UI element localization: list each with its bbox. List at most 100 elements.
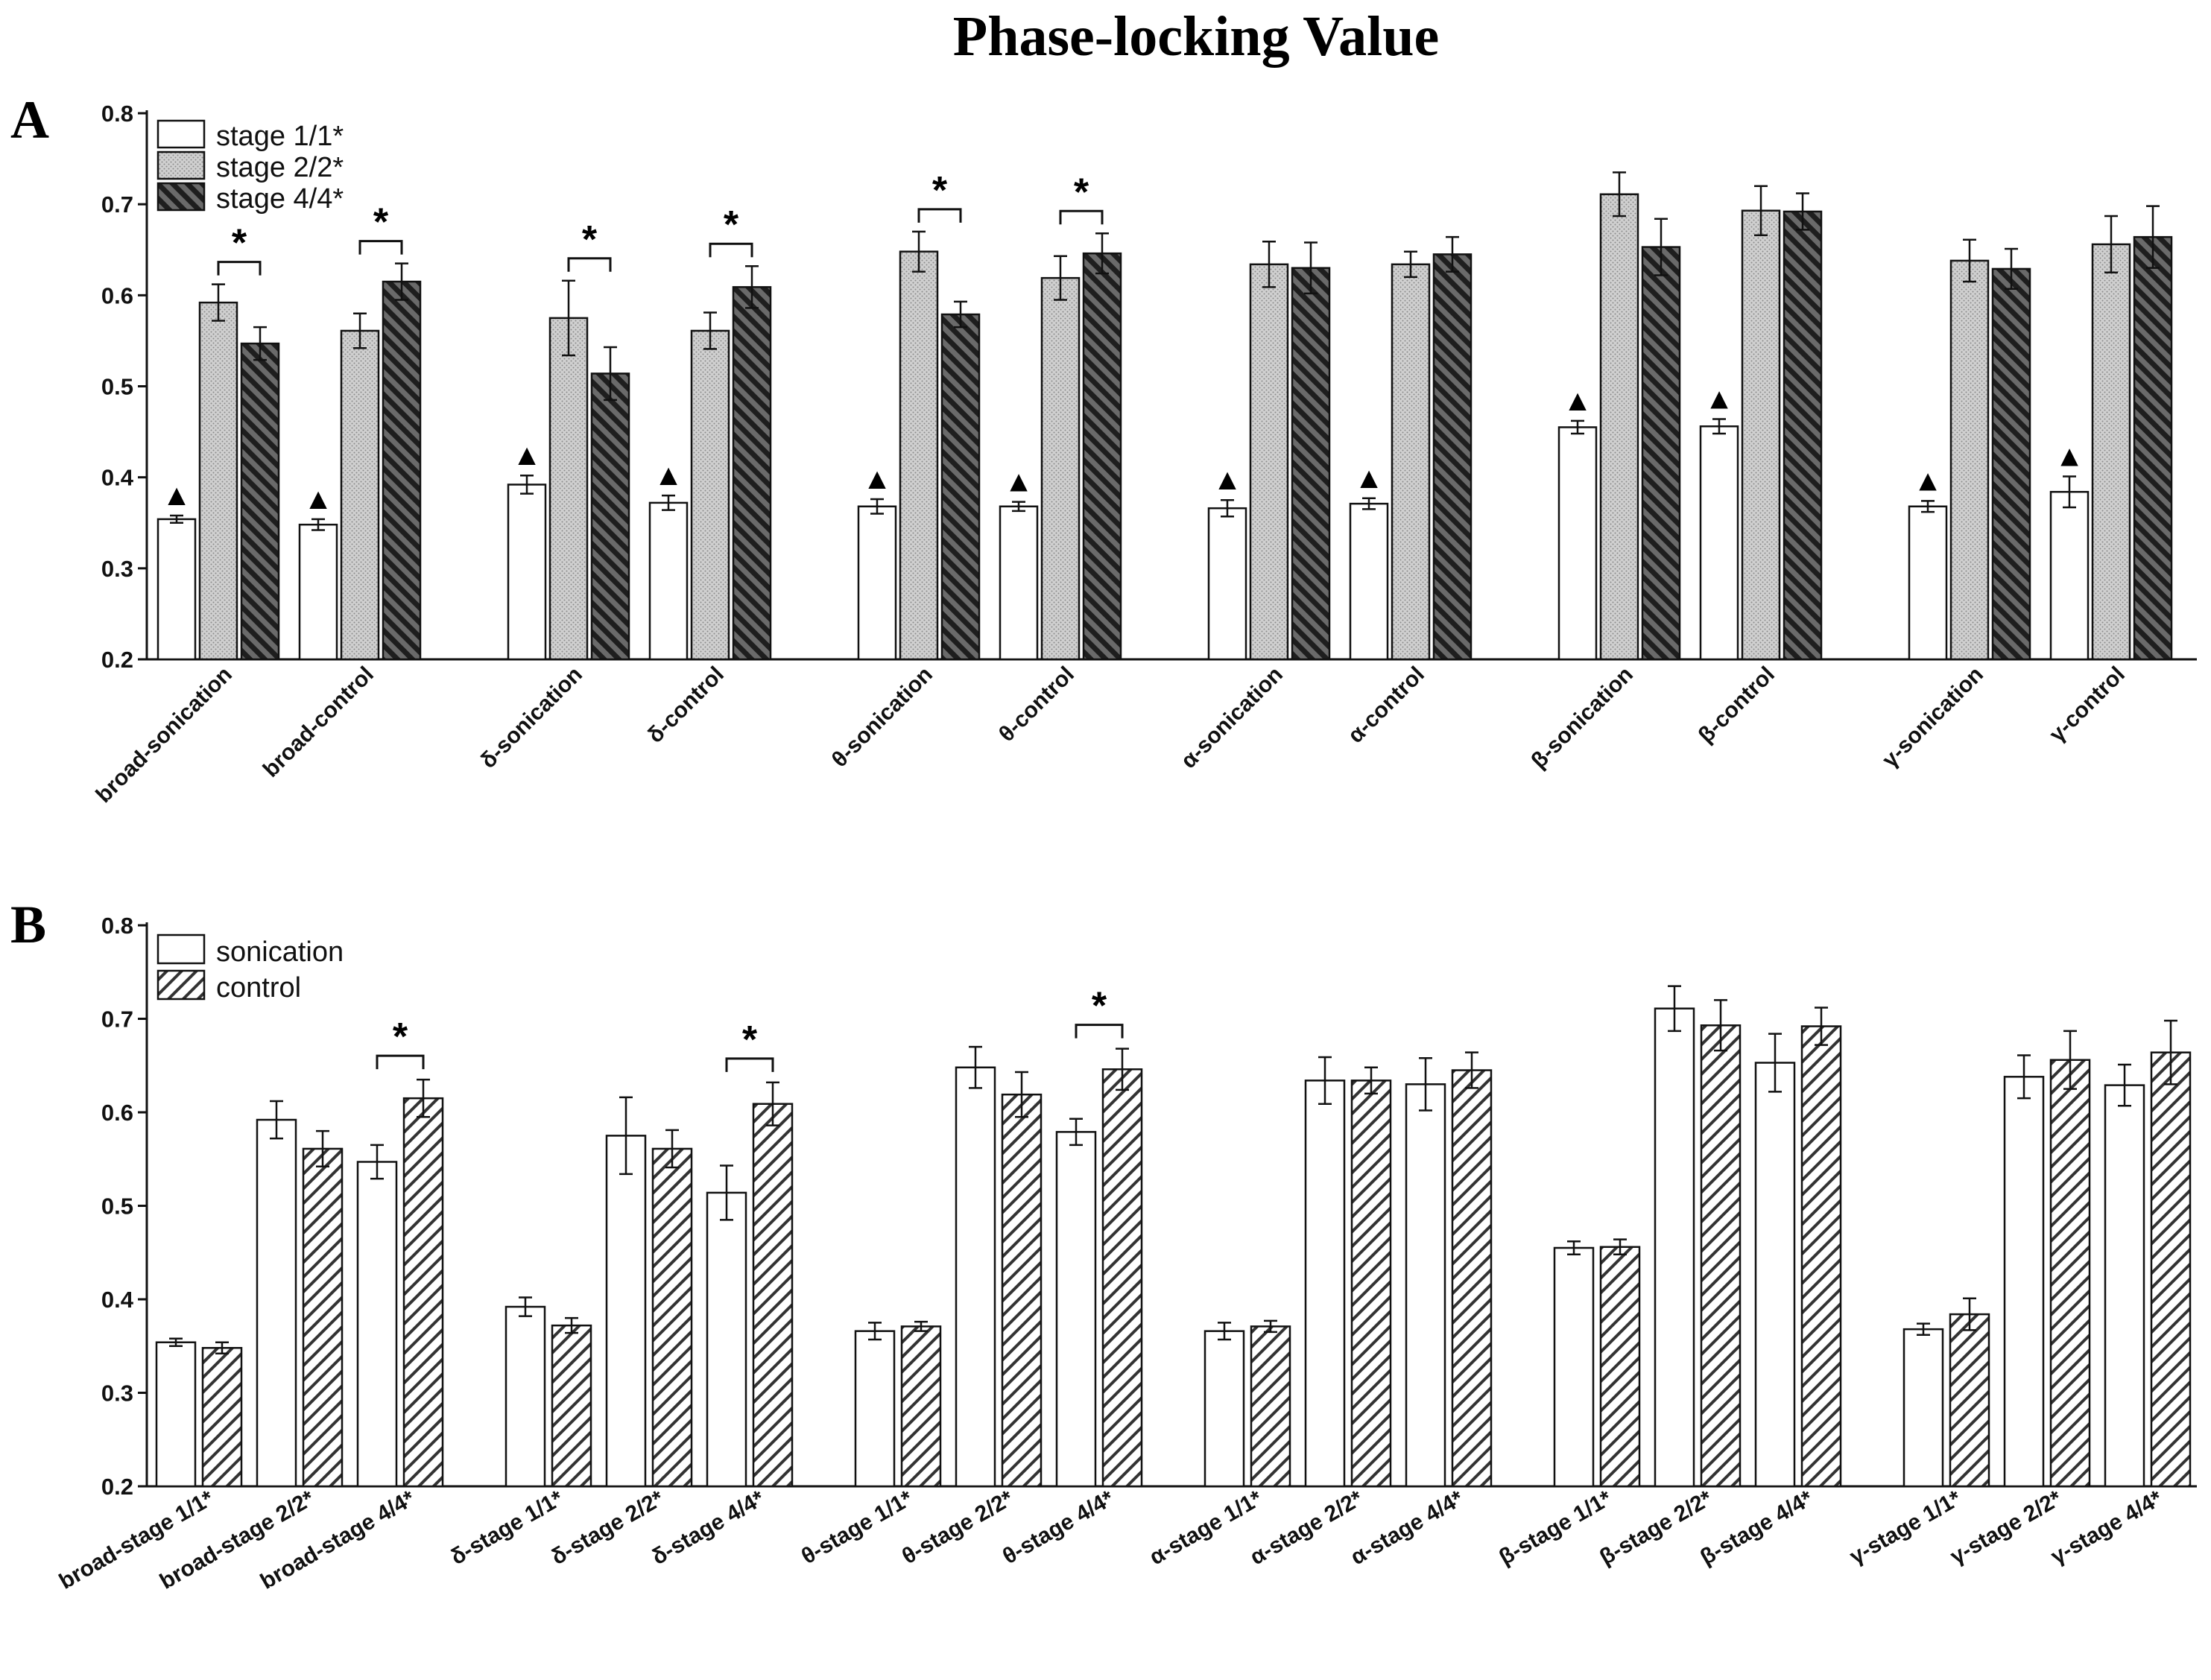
y-tick-label: 0.6 <box>101 1100 133 1126</box>
bar-a-sonication-stage-1-1 <box>1557 426 1598 661</box>
y-tick-label: 0.6 <box>101 282 133 308</box>
x-label-control: α-control <box>1344 662 1429 748</box>
significance-bracket <box>358 240 403 255</box>
triangle-marker: ▲ <box>1354 462 1384 495</box>
bar-a-control-stage-4-4 <box>1783 210 1823 661</box>
bar-b-stage-1-1-sonication <box>1902 1328 1944 1488</box>
bar-b-stage-4-4-sonication <box>1055 1131 1097 1488</box>
significance-star: * <box>1092 985 1107 1028</box>
y-tick-label: 0.7 <box>101 1007 133 1033</box>
x-label-sonication: β-sonication <box>1527 662 1638 773</box>
bar-b-stage-4-4-control <box>1451 1069 1493 1488</box>
bar-a-sonication-stage-2-2 <box>899 250 939 661</box>
x-label-control: γ-control <box>2045 662 2130 747</box>
bar-b-broad-stage-2-2-control <box>302 1147 344 1488</box>
bar-a-broad-control-stage-1-1 <box>298 523 338 661</box>
bar-b-stage-1-1-control <box>1599 1246 1641 1488</box>
y-tick-label: 0.3 <box>101 556 133 582</box>
bar-a-control-stage-4-4 <box>2133 235 2173 661</box>
bar-a-control-stage-2-2 <box>1391 263 1431 661</box>
legend-label-stage-2-2: stage 2/2* <box>216 152 344 183</box>
bar-a-sonication-stage-4-4 <box>1291 267 1331 661</box>
bar-b-stage-1-1-sonication <box>854 1330 896 1488</box>
legend-label-stage-4-4: stage 4/4* <box>216 183 344 215</box>
bar-b-stage-2-2-control <box>1001 1093 1043 1488</box>
bar-b-stage-4-4-sonication <box>706 1191 747 1488</box>
bar-b-stage-4-4-sonication <box>1405 1083 1446 1488</box>
bar-b-stage-1-1-control <box>900 1325 942 1488</box>
bar-b-broad-stage-4-4-control <box>402 1097 444 1488</box>
bar-a-control-stage-4-4 <box>732 286 772 661</box>
x-label-stage-1-1: θ-stage 1/1* <box>797 1486 917 1569</box>
y-tick-label: 0.4 <box>101 465 134 491</box>
y-tick-label: 0.5 <box>101 374 133 400</box>
triangle-marker: ▲ <box>654 459 683 492</box>
significance-bracket <box>725 1057 774 1072</box>
x-label-stage-4-4: δ-stage 4/4* <box>648 1486 769 1570</box>
y-tick-label: 0.5 <box>101 1194 133 1220</box>
y-tick-label: 0.7 <box>101 191 133 218</box>
significance-star: * <box>582 218 598 261</box>
significance-star: * <box>393 1015 408 1059</box>
y-tick-label: 0.2 <box>101 1474 133 1500</box>
bar-a-sonication-stage-4-4 <box>590 373 630 661</box>
y-tick-label: 0.4 <box>101 1287 134 1313</box>
bar-b-stage-4-4-sonication <box>1754 1062 1796 1488</box>
significance-star: * <box>232 222 247 265</box>
significance-bracket <box>1059 209 1104 225</box>
bar-b-broad-stage-4-4-sonication <box>356 1161 398 1488</box>
legend-swatch-stage-2-2 <box>156 150 206 180</box>
x-label-stage-1-1: α-stage 1/1* <box>1145 1486 1267 1570</box>
y-tick-label: 0.3 <box>101 1381 133 1407</box>
bar-a-broad-sonication-stage-2-2 <box>198 301 238 661</box>
bar-a-sonication-stage-2-2 <box>1949 259 1990 661</box>
bar-b-broad-stage-1-1-sonication <box>155 1341 197 1488</box>
x-label-stage-2-2: β-stage 2/2* <box>1595 1486 1717 1570</box>
x-label-sonication: δ-sonication <box>476 662 587 773</box>
bar-a-sonication-stage-4-4 <box>1641 246 1681 661</box>
x-label-stage-4-4: θ-stage 4/4* <box>999 1486 1119 1569</box>
legend-swatch-control <box>156 969 206 1001</box>
bar-a-control-stage-2-2 <box>690 329 730 661</box>
significance-bracket <box>217 261 262 276</box>
bar-a-sonication-stage-4-4 <box>1991 267 2031 661</box>
bar-a-sonication-stage-2-2 <box>1249 263 1289 661</box>
bar-b-stage-4-4-control <box>1101 1068 1143 1488</box>
bar-b-stage-2-2-control <box>1350 1080 1392 1488</box>
triangle-marker: ▲ <box>862 463 892 495</box>
bar-a-control-stage-1-1 <box>1699 425 1739 661</box>
triangle-marker: ▲ <box>2055 440 2084 472</box>
bar-b-stage-2-2-sonication <box>1304 1080 1346 1488</box>
bar-b-stage-2-2-control <box>651 1147 693 1488</box>
bar-a-control-stage-1-1 <box>648 501 689 661</box>
x-label-stage-1-1: γ-stage 1/1* <box>1846 1486 1966 1569</box>
x-label-stage-2-2: δ-stage 2/2* <box>547 1486 668 1570</box>
bar-b-stage-1-1-control <box>551 1324 592 1488</box>
y-tick-label: 0.8 <box>101 101 133 127</box>
bar-a-control-stage-1-1 <box>2049 490 2090 661</box>
legend-label-stage-1-1: stage 1/1* <box>216 121 344 152</box>
triangle-marker: ▲ <box>1212 463 1242 496</box>
y-tick-label: 0.2 <box>101 647 133 673</box>
chart-title: Phase-locking Value <box>952 5 1440 68</box>
bar-a-control-stage-1-1 <box>999 505 1039 661</box>
significance-bracket <box>567 257 612 272</box>
x-label-broad-control: broad-control <box>259 662 379 782</box>
x-label-stage-1-1: β-stage 1/1* <box>1495 1486 1616 1570</box>
bar-a-broad-control-stage-2-2 <box>340 329 380 661</box>
x-label-control: δ-control <box>643 662 729 748</box>
x-label-stage-2-2: α-stage 2/2* <box>1246 1486 1367 1570</box>
bar-b-stage-1-1-sonication <box>504 1305 546 1488</box>
bar-a-broad-sonication-stage-4-4 <box>240 342 280 661</box>
x-label-sonication: θ-sonication <box>827 662 937 773</box>
bar-b-broad-stage-2-2-sonication <box>256 1118 297 1488</box>
panel-label-b: B <box>10 895 47 954</box>
bar-b-stage-2-2-sonication <box>605 1135 647 1488</box>
significance-bracket <box>709 242 753 258</box>
triangle-marker: ▲ <box>1563 384 1592 417</box>
panel-a-chart: 0.2 0.3 0.4 0.5 0.6 0.7 0.8 ▲ * broad-sonication ▲… <box>92 101 2197 808</box>
significance-bracket <box>917 208 962 223</box>
bar-a-control-stage-2-2 <box>1741 209 1781 661</box>
x-label-stage-1-1: δ-stage 1/1* <box>446 1486 568 1570</box>
